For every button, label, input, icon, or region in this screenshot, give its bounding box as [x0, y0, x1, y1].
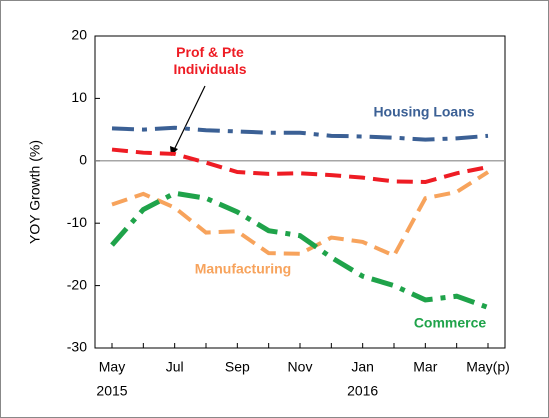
y-axis-label: YOY Growth (%) [27, 140, 43, 244]
x-tick-label: Nov [288, 359, 313, 375]
series-label: Housing Loans [373, 104, 474, 120]
x-sublabel: 2016 [347, 383, 378, 399]
series-line [111, 147, 489, 185]
series-line [110, 190, 489, 310]
x-tick-label: May [99, 359, 125, 375]
y-tick-label: -10 [67, 214, 87, 230]
x-tick-label: Mar [413, 359, 437, 375]
y-tick-label: -20 [67, 276, 87, 292]
series-label: Commerce [414, 315, 487, 331]
series-label: Prof & Pte Individuals [173, 44, 247, 77]
y-tick-label: -30 [67, 339, 87, 355]
x-tick-label: Jan [351, 359, 374, 375]
y-tick-label: 10 [71, 89, 87, 105]
series-line [111, 125, 489, 142]
y-tick-label: 0 [79, 152, 87, 168]
annotation-arrow [173, 85, 206, 151]
x-tick-label: Sep [225, 359, 250, 375]
x-tick-label: Jul [166, 359, 184, 375]
x-tick-label: May(p) [466, 359, 510, 375]
y-tick-label: 20 [71, 27, 87, 43]
x-sublabel: 2015 [96, 383, 127, 399]
series-label: Manufacturing [195, 261, 291, 277]
series-line [111, 170, 490, 259]
